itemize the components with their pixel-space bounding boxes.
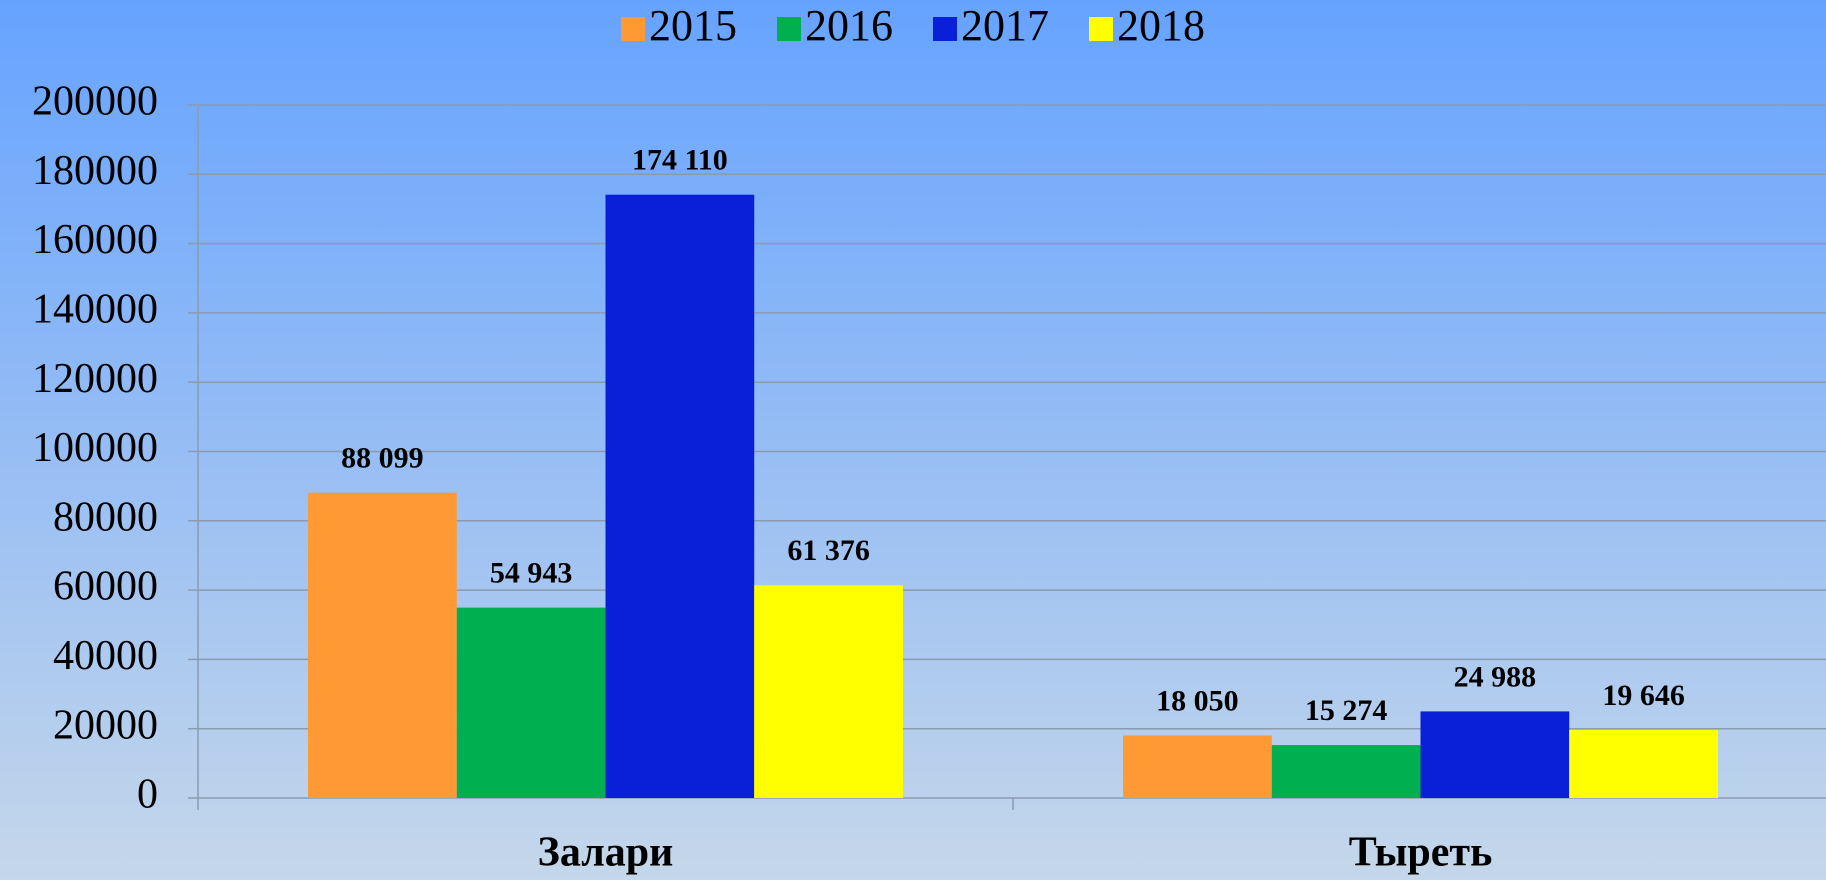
- data-label: 18 050: [1156, 684, 1239, 717]
- legend-swatch: [933, 17, 957, 41]
- data-label: 88 099: [341, 442, 424, 475]
- y-tick-label: 140000: [32, 287, 158, 333]
- data-label: 15 274: [1305, 694, 1388, 727]
- y-tick-label: 180000: [32, 148, 158, 194]
- y-tick-label: 100000: [32, 425, 158, 471]
- data-label: 61 376: [787, 534, 870, 567]
- y-tick-label: 60000: [53, 564, 158, 610]
- y-tick-label: 20000: [53, 702, 158, 748]
- bar: [1271, 745, 1421, 798]
- bar: [308, 492, 457, 798]
- bar: [1569, 729, 1718, 798]
- y-tick-label: 160000: [32, 217, 158, 263]
- x-tick-label: Тыреть: [1349, 830, 1493, 876]
- legend-label: 2018: [1117, 1, 1205, 50]
- x-tick-label: Залари: [538, 830, 674, 876]
- bar: [605, 194, 755, 798]
- data-label: 19 646: [1602, 679, 1685, 712]
- legend-swatch: [621, 17, 645, 41]
- y-tick-label: 40000: [53, 633, 158, 679]
- y-tick-label: 200000: [32, 79, 158, 125]
- legend-label: 2015: [649, 1, 737, 50]
- bar: [1123, 735, 1272, 798]
- legend-label: 2016: [805, 1, 893, 50]
- legend-swatch: [777, 17, 801, 41]
- y-tick-label: 0: [137, 772, 158, 818]
- bar: [456, 607, 606, 798]
- y-tick-label: 120000: [32, 356, 158, 402]
- data-label: 174 110: [632, 144, 728, 177]
- legend-label: 2017: [961, 1, 1049, 50]
- bar: [754, 585, 903, 798]
- y-tick-label: 80000: [53, 494, 158, 540]
- data-label: 24 988: [1454, 660, 1537, 693]
- bar: [1420, 711, 1570, 798]
- legend-swatch: [1089, 17, 1113, 41]
- data-label: 54 943: [490, 557, 573, 590]
